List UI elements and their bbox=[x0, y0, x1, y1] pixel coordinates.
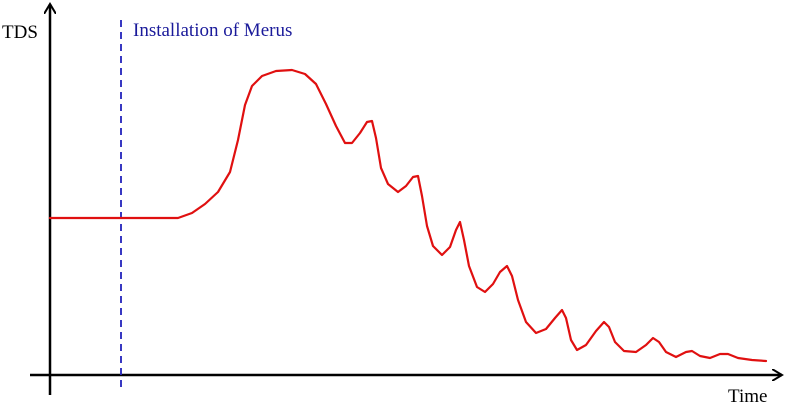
tds-curve bbox=[48, 68, 768, 363]
x-axis-label: Time bbox=[728, 386, 767, 407]
annotation: Installation of Merus bbox=[133, 20, 292, 41]
y-axis-label: TDS bbox=[2, 22, 38, 43]
